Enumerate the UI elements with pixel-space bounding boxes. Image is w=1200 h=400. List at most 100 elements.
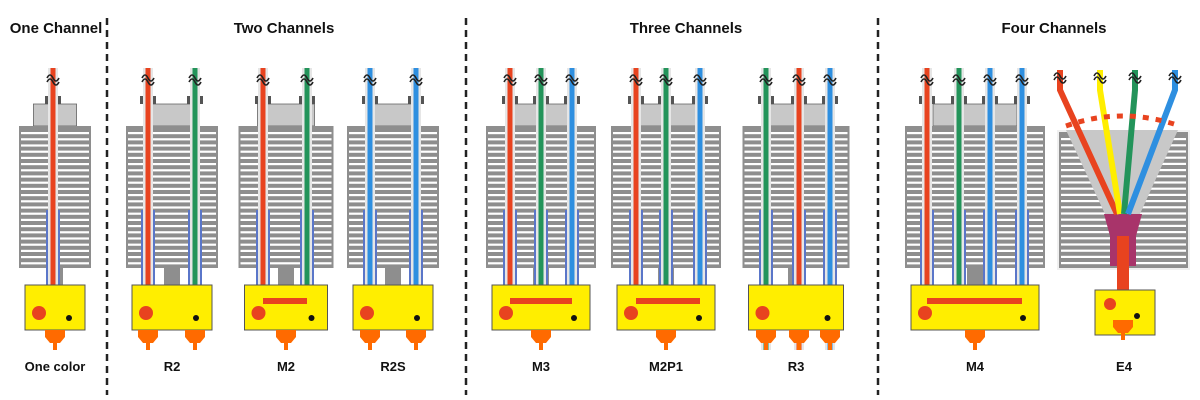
unit-m2-fin [240, 225, 332, 228]
unit-m2-heater-cartridge [251, 306, 266, 320]
unit-r2-fin [128, 194, 216, 197]
unit-m4-neck [967, 268, 983, 285]
unit-r2-fin [128, 132, 216, 135]
unit-r2s-0-break-mark [363, 78, 377, 86]
unit-m2-fin [240, 237, 332, 240]
unit-r2-fin [128, 243, 216, 246]
unit-r3-1-break-mark [792, 78, 806, 86]
unit-m4-fin [907, 194, 1043, 197]
unit-r2s-fin [349, 187, 437, 190]
unit-r2-nozzle-tip [146, 343, 150, 350]
unit-m4-3-break-mark [1015, 78, 1029, 86]
unit-r2-fin [128, 181, 216, 184]
unit-e4-nozzle-tip [1121, 333, 1125, 340]
unit-m4-fin [907, 256, 1043, 259]
unit-m2p1-1-filament [663, 68, 669, 300]
caption-one-color: One color [24, 359, 86, 374]
unit-m2p1-0-break-mark [629, 74, 643, 82]
unit-m2-fin [240, 249, 332, 252]
unit-r3-heater-cartridge [755, 306, 770, 320]
unit-e4-thermistor [1134, 313, 1140, 319]
unit-r2-fin [128, 237, 216, 240]
unit-m2-fin [240, 144, 332, 147]
unit-r2-fin [128, 144, 216, 147]
unit-m4-fin [907, 243, 1043, 246]
unit-e4-top-seal [1065, 113, 1181, 129]
caption-e4: E4 [1116, 359, 1132, 374]
unit-m4-0-break-mark [920, 74, 934, 82]
unit-r3-1-filament [796, 68, 802, 350]
unit-r2s-fin [349, 144, 437, 147]
unit-m4-fin [907, 231, 1043, 234]
unit-m4-fin [907, 132, 1043, 135]
unit-m4-fin [907, 150, 1043, 153]
unit-m4-heater-cartridge [918, 306, 932, 320]
unit-m4-fin [907, 206, 1043, 209]
unit-m2-fin [240, 262, 332, 265]
unit-r2s-fin [349, 225, 437, 228]
unit-m2-fin [240, 175, 332, 178]
unit-m4-1-filament [956, 68, 962, 300]
unit-r3-2-filament [827, 68, 833, 350]
unit-m3-2-break-mark [565, 74, 579, 82]
unit-m2-fin [240, 231, 332, 234]
unit-m2p1 [611, 68, 721, 350]
unit-r2s-fin [349, 262, 437, 265]
unit-one-color-heater-block [24, 284, 86, 331]
unit-r2-neck [164, 268, 180, 285]
unit-r2-fin [128, 225, 216, 228]
unit-m3-1-break-mark [534, 78, 548, 86]
group-dividers [105, 18, 880, 395]
unit-r2-fin [128, 187, 216, 190]
unit-r3 [742, 68, 850, 350]
unit-r2s-thermistor [414, 315, 420, 321]
unit-m2-0-break-mark [256, 78, 270, 86]
caption-m3: M3 [531, 359, 551, 374]
unit-r2s-fin [349, 175, 437, 178]
unit-r2s-fin [349, 163, 437, 166]
unit-m4-fin [907, 225, 1043, 228]
unit-r2s-fin [349, 132, 437, 135]
unit-r2-heater-cartridge [139, 306, 153, 320]
unit-r3-thermistor [824, 315, 831, 321]
unit-m2-fin [240, 132, 332, 135]
unit-m2-mix-channel [263, 298, 307, 304]
unit-r2-fin [128, 212, 216, 215]
unit-r2-0-filament [145, 68, 151, 300]
unit-r2s-fin [349, 237, 437, 240]
unit-r3-2-break-mark [823, 74, 837, 82]
unit-r2s-fin [349, 156, 437, 159]
unit-m4-nozzle [965, 330, 985, 343]
unit-m4-2-break-mark [983, 78, 997, 86]
unit-r3-nozzle-tip [828, 343, 832, 350]
unit-e4-2-break-mark [1128, 72, 1142, 80]
unit-r3-0-break-mark [759, 78, 773, 86]
unit-m2p1-nozzle [656, 330, 676, 343]
unit-r2-fin [128, 218, 216, 221]
unit-r3-1-break-mark [792, 74, 806, 82]
unit-m2-fin [240, 169, 332, 172]
unit-m3-2-break-mark [565, 78, 579, 86]
caption-m4: M4 [965, 359, 985, 374]
unit-m2-nozzle [276, 330, 296, 343]
unit-r2s-fin [349, 231, 437, 234]
unit-m2-fin [240, 256, 332, 259]
unit-e4-3-break-mark [1168, 76, 1182, 84]
unit-m3-nozzle-tip [539, 343, 543, 350]
unit-e4-1-break-mark [1093, 72, 1107, 80]
unit-m4-fin [907, 237, 1043, 240]
unit-m4-mix-channel [927, 298, 1022, 304]
unit-m4-fin [907, 262, 1043, 265]
unit-r2-fin [128, 163, 216, 166]
unit-r2s-fin [349, 218, 437, 221]
unit-r2s-fin [349, 194, 437, 197]
unit-r2-fin [128, 150, 216, 153]
unit-m4-fin [907, 163, 1043, 166]
unit-r2-fin [128, 200, 216, 203]
unit-r2 [126, 68, 218, 350]
unit-m2-fin [240, 138, 332, 141]
unit-r2-thermistor [193, 315, 199, 321]
unit-m3-1-break-mark [534, 74, 548, 82]
